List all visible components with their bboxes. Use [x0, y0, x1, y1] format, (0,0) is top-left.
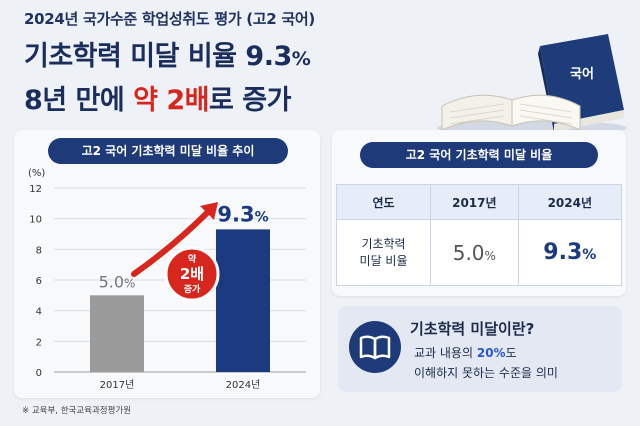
- bar-2017년: [90, 295, 144, 372]
- y-tick-label: 10: [29, 215, 42, 226]
- y-tick-label: 0: [36, 368, 42, 379]
- info-title: 기초학력 미달이란?: [410, 320, 535, 338]
- source-note: ※ 교육부, 한국교육과정평가원: [22, 406, 132, 416]
- info-line-1: 교과 내용의 20%도: [414, 344, 517, 361]
- value-2017: 5.0: [452, 240, 485, 265]
- y-tick-label: 12: [29, 184, 42, 195]
- headline-1-pct: %: [291, 48, 311, 70]
- unit-2017: %: [484, 248, 496, 263]
- table-header-year: 연도: [335, 184, 432, 220]
- headline-1-text: 기초학력 미달 비율 9.3: [24, 41, 292, 72]
- x-tick-label: 2024년: [226, 379, 261, 391]
- headline-2: 8년 만에 약 2배로 증가: [24, 78, 291, 117]
- y-tick-label: 4: [36, 307, 42, 318]
- table-header-2017: 2017년: [430, 184, 519, 220]
- y-tick-label: 6: [36, 276, 42, 287]
- bar-chart: (%) 0 2 4 6 8 10 12 5.0% 2017년 9.3% 2024년 약 2배 증가: [28, 168, 306, 391]
- headline-2-highlight: 약 2배: [133, 85, 209, 116]
- x-tick-label: 2017년: [100, 379, 135, 391]
- info-line-1-post: 도: [505, 346, 517, 360]
- annotation-line-2: 2배: [180, 265, 204, 283]
- headline-2-post: 로 증가: [208, 85, 291, 116]
- row-label-line-1: 기초학력: [361, 236, 406, 251]
- table-cell-2024: 9.3%: [517, 219, 623, 286]
- book-illustration: 국어: [437, 34, 627, 136]
- info-line-2: 이해하지 못하는 수준을 의미: [414, 366, 558, 380]
- value-2024: 9.3: [543, 240, 583, 265]
- y-tick-label: 2: [36, 337, 42, 348]
- table-cell-2017: 5.0%: [430, 219, 519, 286]
- info-highlight: 20%: [476, 346, 506, 360]
- row-label-line-2: 미달 비율: [359, 253, 408, 268]
- annotation-line-1: 약: [188, 253, 197, 265]
- headline-2-pre: 8년 만에: [24, 85, 134, 116]
- book-icon: [349, 321, 401, 373]
- chart-title: 고2 국어 기초학력 미달 비율 추이: [48, 138, 288, 164]
- headline-1: 기초학력 미달 비율 9.3%: [24, 34, 311, 73]
- annotation-line-3: 증가: [184, 283, 201, 295]
- bar-2024년: [216, 229, 270, 372]
- open-book-icon: [441, 94, 581, 131]
- book-label: 국어: [570, 66, 594, 82]
- y-axis-label: (%): [28, 168, 45, 179]
- info-line-1-pre: 교과 내용의: [414, 346, 477, 360]
- table-header-2024: 2024년: [517, 184, 623, 220]
- data-label: 9.3%: [217, 202, 268, 226]
- y-tick-label: 8: [36, 245, 42, 256]
- increase-annotation: 약 2배 증가: [131, 202, 220, 302]
- page-subtitle: 2024년 국가수준 학업성취도 평가 (고2 국어): [24, 10, 315, 28]
- unit-2024: %: [582, 247, 597, 263]
- table-title: 고2 국어 기초학력 미달 비율: [360, 142, 598, 168]
- data-label: 5.0%: [99, 272, 136, 291]
- table-header-row: 연도 2017년 2024년: [335, 184, 623, 220]
